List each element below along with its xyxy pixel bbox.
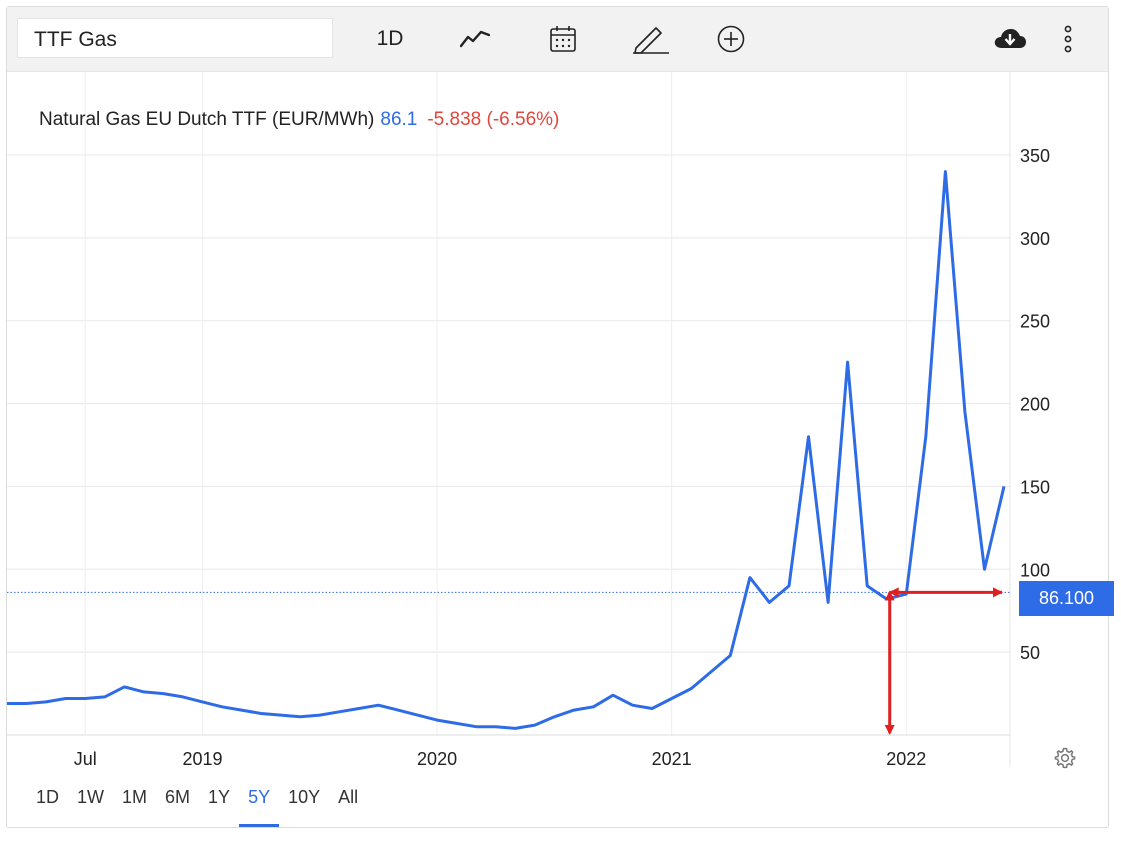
range-button-6m[interactable]: 6M	[165, 787, 191, 807]
calendar-icon[interactable]	[541, 21, 585, 57]
annotation-arrowhead-down	[884, 725, 895, 735]
chart-widget: TTF Gas 1D	[6, 6, 1114, 828]
price-change: -5.838 (-6.56%)	[427, 109, 560, 130]
interval-button[interactable]: 1D	[376, 27, 404, 50]
toolbar: TTF Gas 1D	[7, 7, 1108, 72]
price-chart[interactable]: 50 100 150 200 250 300 350 Jul 2019 2020 2021 2022	[7, 7, 1108, 777]
annotation-arrowhead-right	[993, 587, 1003, 598]
range-selector: 1D 1W 1M 6M 1Y 5Y 10Y All	[27, 777, 367, 827]
y-tick-label: 150	[1020, 477, 1050, 497]
range-button-10y[interactable]: 10Y	[288, 787, 321, 807]
range-button-5y[interactable]: 5Y	[239, 777, 280, 827]
range-button-1y[interactable]: 1Y	[208, 787, 231, 807]
y-tick-label: 200	[1020, 395, 1050, 415]
y-tick-label: 100	[1020, 560, 1050, 580]
price-series-line	[7, 170, 1006, 730]
symbol-search-input[interactable]: TTF Gas	[17, 18, 333, 58]
x-tick-label: Jul	[74, 749, 97, 769]
x-tick-label: 2020	[417, 749, 457, 769]
gear-icon[interactable]	[1053, 746, 1077, 770]
y-tick-label: 50	[1020, 643, 1040, 663]
chart-legend: Natural Gas EU Dutch TTF (EUR/MWh) 86.1 -5…	[39, 109, 559, 131]
more-vertical-icon[interactable]	[1051, 21, 1085, 57]
x-tick-label: 2019	[182, 749, 222, 769]
range-button-1m[interactable]: 1M	[122, 787, 148, 807]
range-button-1d[interactable]: 1D	[36, 787, 60, 807]
cloud-download-icon[interactable]	[985, 21, 1035, 57]
add-circle-icon[interactable]	[709, 21, 753, 57]
x-tick-label: 2022	[886, 749, 926, 769]
range-button-1w[interactable]: 1W	[77, 787, 105, 807]
y-tick-label: 300	[1020, 229, 1050, 249]
symbol-label: TTF Gas	[34, 28, 117, 51]
last-price: 86.1	[380, 109, 418, 130]
y-tick-label: 350	[1020, 146, 1050, 166]
range-button-all[interactable]: All	[338, 787, 359, 807]
annotation-arrowhead-up	[884, 590, 895, 601]
annotation-arrowhead-left	[888, 587, 899, 598]
y-tick-label: 250	[1020, 312, 1050, 332]
instrument-name: Natural Gas EU Dutch TTF (EUR/MWh)	[39, 109, 375, 130]
line-chart-icon[interactable]	[453, 21, 497, 57]
current-price-tag: 86.100	[1019, 581, 1114, 617]
x-tick-label: 2021	[652, 749, 692, 769]
pencil-icon[interactable]	[627, 21, 675, 57]
